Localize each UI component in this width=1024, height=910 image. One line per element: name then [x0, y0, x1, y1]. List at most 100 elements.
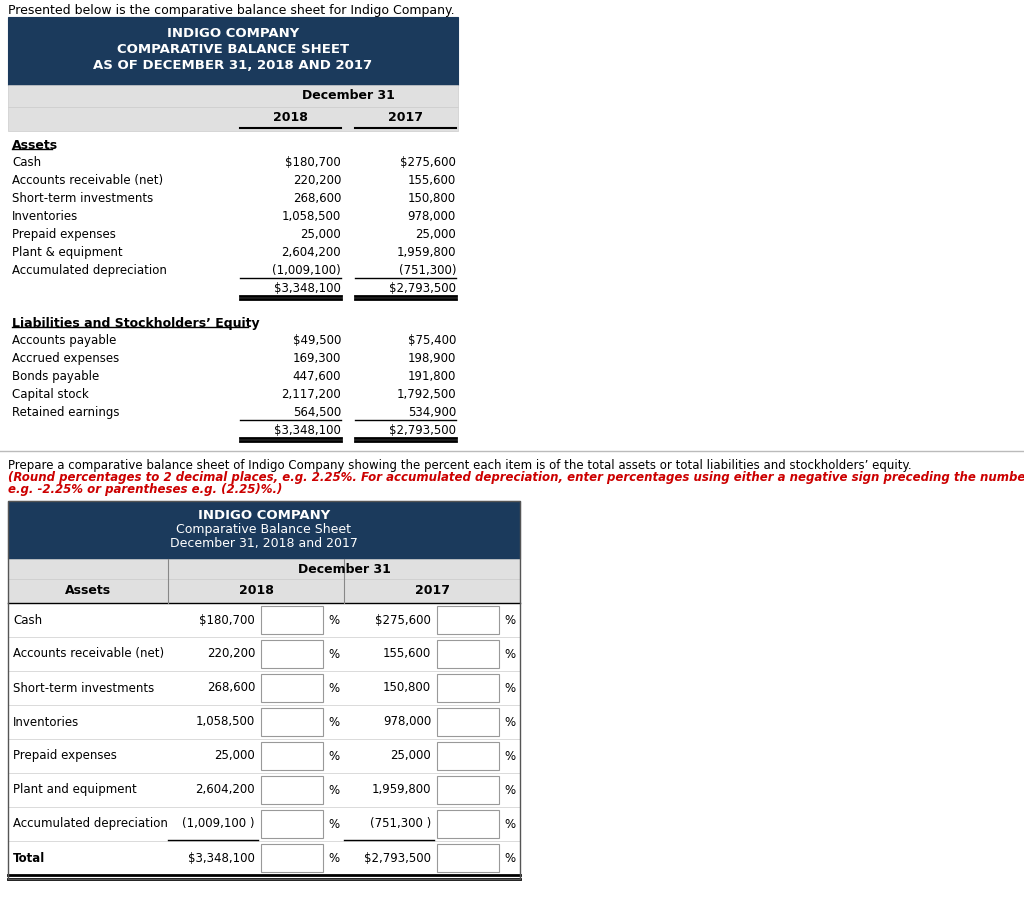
- Bar: [437, 674, 499, 702]
- Text: 2,604,200: 2,604,200: [282, 246, 341, 259]
- Bar: [8, 107, 458, 131]
- Text: 25,000: 25,000: [390, 750, 431, 763]
- Text: COMPARATIVE BALANCE SHEET: COMPARATIVE BALANCE SHEET: [117, 43, 349, 56]
- Text: 1,792,500: 1,792,500: [396, 388, 456, 401]
- Text: 220,200: 220,200: [207, 648, 255, 661]
- Text: Capital stock: Capital stock: [12, 388, 89, 401]
- Text: %: %: [328, 613, 339, 626]
- Text: %: %: [504, 852, 515, 864]
- Text: Presented below is the comparative balance sheet for Indigo Company.: Presented below is the comparative balan…: [8, 4, 455, 17]
- Text: Accounts receivable (net): Accounts receivable (net): [13, 648, 164, 661]
- Text: Short-term investments: Short-term investments: [13, 682, 155, 694]
- Text: December 31, 2018 and 2017: December 31, 2018 and 2017: [170, 537, 358, 550]
- Text: $180,700: $180,700: [286, 156, 341, 169]
- Text: INDIGO COMPANY: INDIGO COMPANY: [167, 27, 299, 40]
- Text: 150,800: 150,800: [383, 682, 431, 694]
- Bar: [261, 742, 323, 770]
- Text: %: %: [328, 852, 339, 864]
- Bar: [437, 742, 499, 770]
- Text: Accumulated depreciation: Accumulated depreciation: [12, 264, 167, 277]
- Text: Accounts payable: Accounts payable: [12, 334, 117, 347]
- Text: $75,400: $75,400: [408, 334, 456, 347]
- Text: Prepaid expenses: Prepaid expenses: [13, 750, 117, 763]
- Text: 191,800: 191,800: [408, 370, 456, 383]
- Text: Accumulated depreciation: Accumulated depreciation: [13, 817, 168, 831]
- Text: 1,959,800: 1,959,800: [372, 784, 431, 796]
- Text: 155,600: 155,600: [383, 648, 431, 661]
- Text: (Round percentages to 2 decimal places, e.g. 2.25%. For accumulated depreciation: (Round percentages to 2 decimal places, …: [8, 471, 1024, 484]
- Text: $275,600: $275,600: [400, 156, 456, 169]
- Text: 2017: 2017: [388, 111, 423, 124]
- Text: Cash: Cash: [13, 613, 42, 626]
- Text: Assets: Assets: [65, 584, 111, 597]
- Text: 1,058,500: 1,058,500: [282, 210, 341, 223]
- Text: 198,900: 198,900: [408, 352, 456, 365]
- Text: $49,500: $49,500: [293, 334, 341, 347]
- Bar: [261, 844, 323, 872]
- Bar: [261, 606, 323, 634]
- Text: Accounts receivable (net): Accounts receivable (net): [12, 174, 163, 187]
- Text: Retained earnings: Retained earnings: [12, 406, 120, 419]
- Text: %: %: [504, 715, 515, 729]
- Text: %: %: [504, 817, 515, 831]
- Text: 268,600: 268,600: [293, 192, 341, 205]
- Text: 2,604,200: 2,604,200: [196, 784, 255, 796]
- Text: $2,793,500: $2,793,500: [389, 282, 456, 295]
- Text: %: %: [328, 682, 339, 694]
- Text: Prepaid expenses: Prepaid expenses: [12, 228, 116, 241]
- Bar: [261, 708, 323, 736]
- Text: 150,800: 150,800: [408, 192, 456, 205]
- Text: %: %: [504, 613, 515, 626]
- Text: %: %: [328, 817, 339, 831]
- Text: %: %: [504, 682, 515, 694]
- Text: 2,117,200: 2,117,200: [282, 388, 341, 401]
- Bar: [8, 559, 520, 579]
- Text: 978,000: 978,000: [408, 210, 456, 223]
- Text: 169,300: 169,300: [293, 352, 341, 365]
- Text: %: %: [328, 750, 339, 763]
- Text: 447,600: 447,600: [293, 370, 341, 383]
- Text: 268,600: 268,600: [207, 682, 255, 694]
- Text: 2017: 2017: [415, 584, 450, 597]
- Text: 1,058,500: 1,058,500: [196, 715, 255, 729]
- Bar: [261, 810, 323, 838]
- Bar: [8, 85, 458, 107]
- Text: Prepare a comparative balance sheet of Indigo Company showing the percent each i: Prepare a comparative balance sheet of I…: [8, 459, 915, 472]
- Text: %: %: [328, 715, 339, 729]
- Text: Short-term investments: Short-term investments: [12, 192, 154, 205]
- Text: %: %: [504, 750, 515, 763]
- Text: 220,200: 220,200: [293, 174, 341, 187]
- Bar: [437, 810, 499, 838]
- Text: 25,000: 25,000: [214, 750, 255, 763]
- Bar: [8, 501, 520, 559]
- Text: Bonds payable: Bonds payable: [12, 370, 99, 383]
- Bar: [437, 708, 499, 736]
- Text: $3,348,100: $3,348,100: [274, 282, 341, 295]
- Text: Cash: Cash: [12, 156, 41, 169]
- Text: Plant & equipment: Plant & equipment: [12, 246, 123, 259]
- Text: 2018: 2018: [239, 584, 273, 597]
- Text: %: %: [328, 784, 339, 796]
- Text: 2018: 2018: [273, 111, 308, 124]
- Text: Liabilities and Stockholders’ Equity: Liabilities and Stockholders’ Equity: [12, 317, 260, 330]
- Text: Inventories: Inventories: [12, 210, 78, 223]
- Text: 25,000: 25,000: [416, 228, 456, 241]
- Text: 534,900: 534,900: [408, 406, 456, 419]
- Text: %: %: [504, 784, 515, 796]
- Text: e.g. -2.25% or parentheses e.g. (2.25)%.): e.g. -2.25% or parentheses e.g. (2.25)%.…: [8, 483, 283, 496]
- Text: $3,348,100: $3,348,100: [188, 852, 255, 864]
- Text: $180,700: $180,700: [200, 613, 255, 626]
- Bar: [261, 640, 323, 668]
- Text: Accrued expenses: Accrued expenses: [12, 352, 119, 365]
- Text: AS OF DECEMBER 31, 2018 AND 2017: AS OF DECEMBER 31, 2018 AND 2017: [93, 59, 373, 72]
- Text: $2,793,500: $2,793,500: [364, 852, 431, 864]
- Text: INDIGO COMPANY: INDIGO COMPANY: [198, 509, 330, 522]
- Text: Assets: Assets: [12, 139, 58, 152]
- Text: 564,500: 564,500: [293, 406, 341, 419]
- Bar: [437, 606, 499, 634]
- Text: December 31: December 31: [301, 89, 394, 102]
- Text: $3,348,100: $3,348,100: [274, 424, 341, 437]
- Bar: [261, 776, 323, 804]
- Text: (751,300): (751,300): [398, 264, 456, 277]
- Text: Plant and equipment: Plant and equipment: [13, 784, 137, 796]
